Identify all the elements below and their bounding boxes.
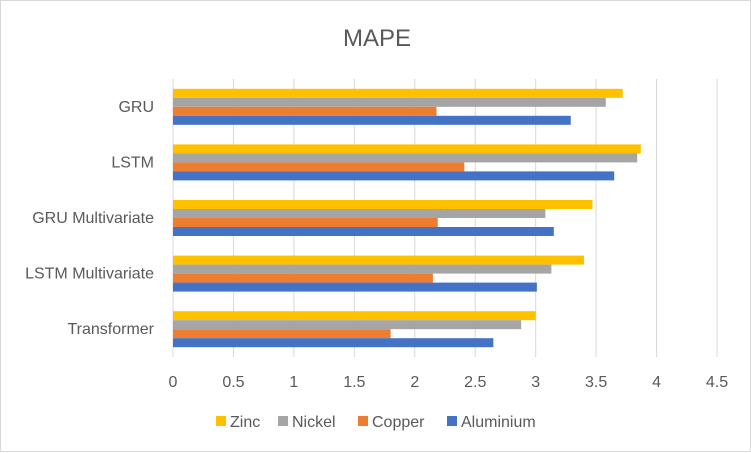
bar-nickel (173, 264, 552, 274)
bar-copper (173, 329, 391, 339)
bar-nickel (173, 320, 522, 330)
category-label: LSTM (111, 154, 154, 171)
bar-copper (173, 218, 438, 227)
x-tick-label: 2.5 (464, 374, 486, 391)
bar-nickel (173, 209, 546, 218)
legend: Zinc Nickel Copper Aluminium (216, 414, 536, 431)
x-tick-label: 3.5 (585, 374, 607, 391)
legend-label-aluminium: Aluminium (461, 414, 536, 431)
legend-label-zinc: Zinc (230, 414, 260, 431)
x-tick-label: 0 (169, 374, 178, 391)
bar-nickel (173, 97, 606, 107)
bar-copper (173, 273, 433, 283)
bar-aluminium (173, 171, 615, 181)
legend-swatch-nickel (278, 416, 288, 426)
x-tick-labels: 0 0.5 1 1.5 2 2.5 3 3.5 4 4.5 (169, 374, 729, 391)
chart-title: MAPE (343, 25, 411, 52)
bar-aluminium (173, 282, 537, 292)
category-label: GRU (118, 99, 154, 116)
bar-zinc (173, 200, 593, 209)
category-label: GRU Multivariate (32, 210, 154, 227)
x-tick-label: 2 (410, 374, 419, 391)
x-tick-label: 1.5 (343, 374, 365, 391)
bar-aluminium (173, 227, 554, 236)
x-tick-label: 4 (652, 374, 661, 391)
x-tick-label: 4.5 (706, 374, 728, 391)
bar-zinc (173, 255, 585, 265)
bar-aluminium (173, 338, 494, 348)
x-tick-label: 0.5 (222, 374, 244, 391)
bar-copper (173, 162, 465, 172)
bar-zinc (173, 88, 623, 98)
category-label: LSTM Multivariate (25, 266, 154, 283)
category-labels: GRU LSTM GRU Multivariate LSTM Multivariate… (25, 99, 155, 338)
bar-nickel (173, 153, 638, 163)
bar-aluminium (173, 115, 571, 125)
bar-zinc (173, 144, 641, 154)
legend-swatch-aluminium (447, 416, 457, 426)
x-tick-label: 3 (531, 374, 540, 391)
legend-label-copper: Copper (372, 414, 425, 431)
bar-zinc (173, 311, 536, 321)
legend-label-nickel: Nickel (292, 414, 336, 431)
legend-swatch-copper (358, 416, 368, 426)
legend-swatch-zinc (216, 416, 226, 426)
category-label: Transformer (67, 321, 154, 338)
bars (173, 88, 641, 348)
bar-copper (173, 106, 437, 116)
x-tick-label: 1 (289, 374, 298, 391)
